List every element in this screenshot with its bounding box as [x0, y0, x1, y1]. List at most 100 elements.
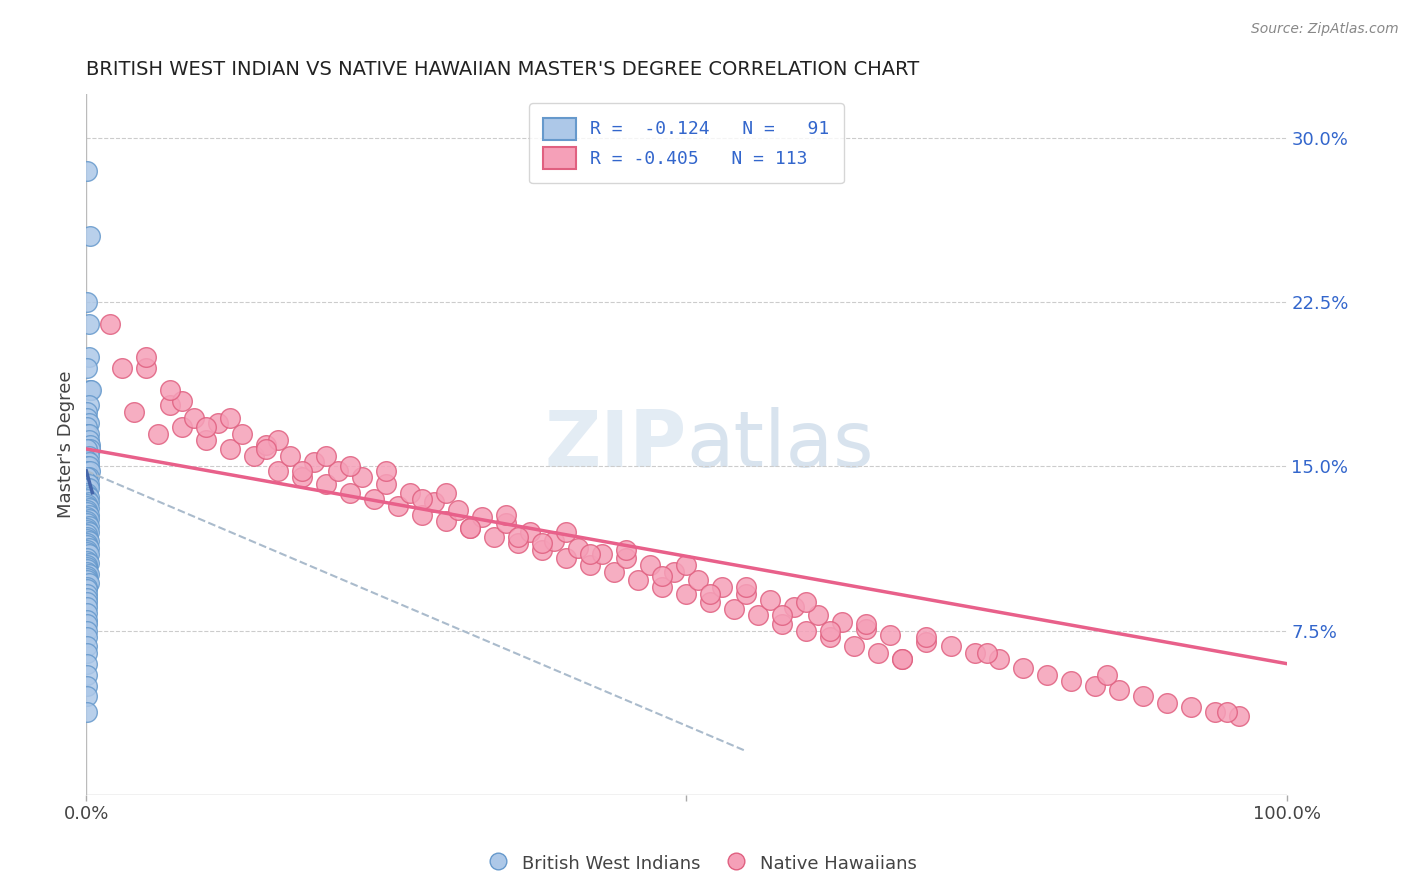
Point	[831, 615, 853, 629]
Point	[76, 679, 98, 693]
Point	[76, 591, 98, 605]
Point	[195, 420, 218, 434]
Point	[591, 547, 613, 561]
Point	[77, 547, 100, 561]
Point	[699, 595, 721, 609]
Point	[76, 580, 98, 594]
Point	[79, 464, 101, 478]
Point	[77, 494, 100, 508]
Point	[77, 470, 100, 484]
Point	[76, 488, 98, 502]
Point	[735, 586, 758, 600]
Point	[640, 558, 662, 572]
Point	[77, 481, 100, 495]
Point	[1132, 690, 1154, 704]
Point	[76, 509, 98, 524]
Point	[267, 433, 290, 447]
Point	[76, 542, 98, 557]
Point	[76, 497, 98, 511]
Point	[1156, 696, 1178, 710]
Point	[172, 393, 194, 408]
Point	[76, 613, 98, 627]
Point	[76, 485, 98, 500]
Point	[915, 631, 938, 645]
Point	[1059, 674, 1081, 689]
Point	[76, 558, 98, 572]
Point	[76, 657, 98, 671]
Point	[267, 464, 290, 478]
Point	[79, 383, 101, 397]
Point	[76, 506, 98, 520]
Point	[172, 420, 194, 434]
Y-axis label: Master's Degree: Master's Degree	[58, 371, 75, 518]
Point	[1215, 705, 1237, 719]
Point	[855, 617, 877, 632]
Point	[76, 514, 98, 528]
Point	[891, 652, 914, 666]
Point	[77, 416, 100, 430]
Point	[411, 492, 433, 507]
Point	[124, 405, 146, 419]
Point	[76, 481, 98, 495]
Point	[77, 541, 100, 555]
Point	[304, 455, 326, 469]
Point	[76, 475, 98, 489]
Point	[77, 477, 100, 491]
Legend: British West Indians, Native Hawaiians: British West Indians, Native Hawaiians	[484, 848, 922, 879]
Point	[495, 516, 517, 531]
Point	[80, 383, 103, 397]
Point	[76, 690, 98, 704]
Point	[76, 545, 98, 559]
Point	[76, 554, 98, 568]
Point	[207, 416, 229, 430]
Point	[531, 536, 554, 550]
Point	[844, 639, 866, 653]
Point	[723, 602, 745, 616]
Text: atlas: atlas	[686, 407, 875, 483]
Point	[76, 624, 98, 638]
Point	[111, 360, 134, 375]
Point	[963, 646, 986, 660]
Point	[77, 525, 100, 540]
Point	[484, 530, 506, 544]
Point	[76, 574, 98, 588]
Point	[387, 499, 409, 513]
Point	[352, 470, 374, 484]
Point	[159, 398, 181, 412]
Point	[627, 574, 650, 588]
Point	[399, 485, 422, 500]
Point	[76, 562, 98, 576]
Point	[77, 518, 100, 533]
Point	[651, 580, 673, 594]
Point	[148, 426, 170, 441]
Point	[1108, 682, 1130, 697]
Point	[76, 565, 98, 579]
Point	[77, 490, 100, 504]
Point	[77, 566, 100, 581]
Point	[616, 542, 638, 557]
Point	[1227, 709, 1250, 723]
Point	[135, 360, 157, 375]
Point	[231, 426, 253, 441]
Point	[939, 639, 962, 653]
Point	[688, 574, 710, 588]
Point	[508, 530, 530, 544]
Point	[1011, 661, 1033, 675]
Point	[76, 595, 98, 609]
Point	[76, 523, 98, 537]
Point	[76, 442, 98, 456]
Point	[76, 560, 98, 574]
Point	[183, 411, 205, 425]
Point	[375, 464, 398, 478]
Point	[783, 599, 806, 614]
Point	[77, 426, 100, 441]
Point	[77, 459, 100, 474]
Point	[375, 477, 398, 491]
Point	[76, 586, 98, 600]
Point	[411, 508, 433, 522]
Point	[579, 558, 602, 572]
Point	[79, 442, 101, 456]
Point	[77, 533, 100, 548]
Point	[79, 229, 101, 244]
Point	[76, 360, 98, 375]
